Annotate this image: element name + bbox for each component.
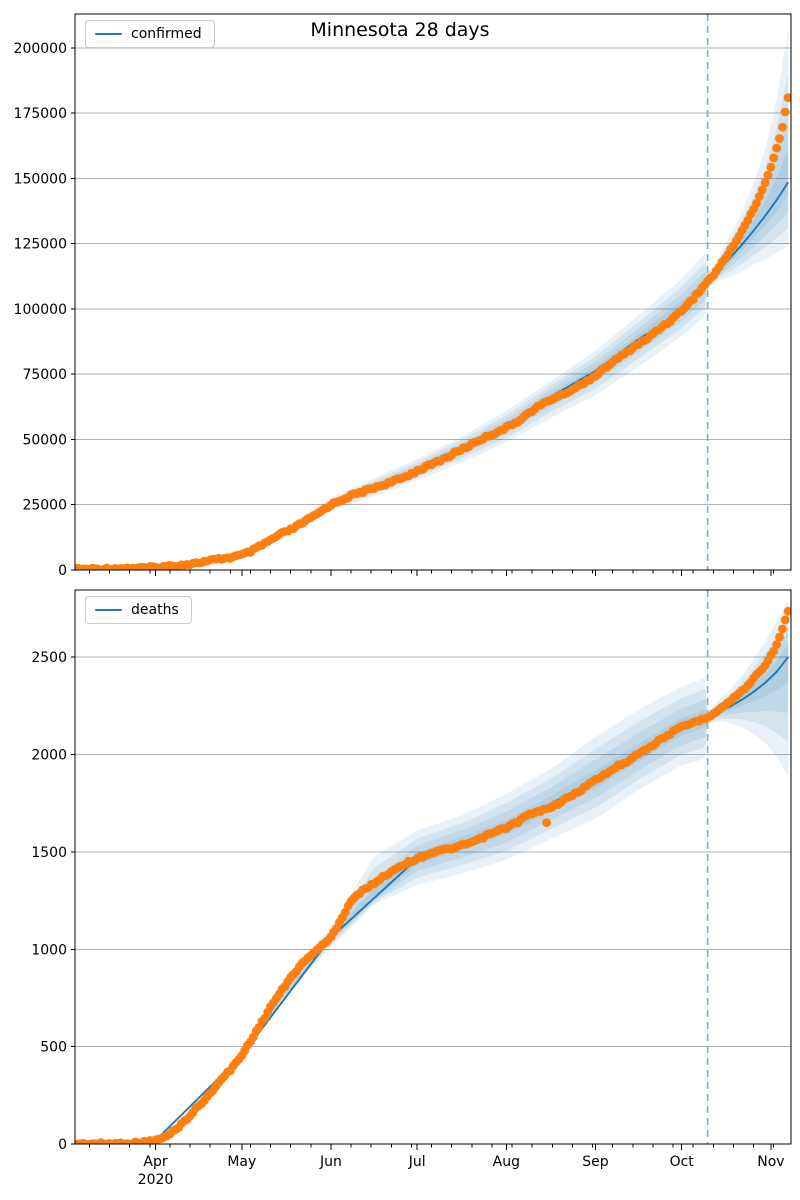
svg-text:100000: 100000 xyxy=(14,302,67,318)
uncertainty-bands xyxy=(190,600,789,1121)
legend-deaths: deaths xyxy=(85,596,192,624)
legend-label-confirmed: confirmed xyxy=(131,26,202,42)
forecast-median-line xyxy=(75,181,789,570)
outlier-dot xyxy=(542,818,551,828)
svg-text:200000: 200000 xyxy=(14,41,67,57)
legend-confirmed: confirmed xyxy=(85,20,215,48)
legend-line-swatch-confirmed xyxy=(95,32,122,36)
axis-spines xyxy=(74,589,792,1145)
svg-text:75000: 75000 xyxy=(22,367,67,383)
legend-line-swatch-deaths xyxy=(95,608,122,612)
svg-text:2500: 2500 xyxy=(31,650,67,666)
svg-text:2000: 2000 xyxy=(31,748,67,764)
year-label: 2020 xyxy=(138,1172,174,1188)
axis-tick-labels: 0 25000 50000 75000 100000 125000 150000 175000… xyxy=(14,41,67,579)
axis-tick-labels: 0 500 1000 1500 2000 2500 xyxy=(31,650,67,1153)
svg-text:May: May xyxy=(227,1154,256,1170)
chart-title: Minnesota 28 days xyxy=(310,19,490,41)
svg-text:Oct: Oct xyxy=(670,1154,695,1170)
legend-label-deaths: deaths xyxy=(131,602,179,618)
svg-text:Jun: Jun xyxy=(319,1154,342,1170)
svg-text:Aug: Aug xyxy=(493,1154,520,1170)
reported-dots xyxy=(75,93,791,570)
svg-text:125000: 125000 xyxy=(14,237,67,253)
gridlines xyxy=(75,47,791,506)
svg-text:0: 0 xyxy=(58,1137,67,1153)
svg-text:1000: 1000 xyxy=(31,942,67,958)
svg-text:150000: 150000 xyxy=(14,172,67,188)
month-labels: Apr 2020 May Jun Jul Aug Sep Oct Nov xyxy=(138,1154,785,1188)
svg-text:Sep: Sep xyxy=(582,1154,609,1170)
reported-dots xyxy=(75,606,791,1144)
svg-text:50000: 50000 xyxy=(22,433,67,449)
svg-text:0: 0 xyxy=(58,563,67,579)
gridlines xyxy=(75,656,791,1048)
svg-text:Apr: Apr xyxy=(143,1154,167,1170)
svg-text:Jul: Jul xyxy=(408,1154,426,1170)
svg-text:25000: 25000 xyxy=(22,498,67,514)
svg-text:Nov: Nov xyxy=(757,1154,784,1170)
svg-text:500: 500 xyxy=(40,1040,67,1056)
svg-text:1500: 1500 xyxy=(31,845,67,861)
svg-text:175000: 175000 xyxy=(14,106,67,122)
axis-spines xyxy=(74,13,792,571)
